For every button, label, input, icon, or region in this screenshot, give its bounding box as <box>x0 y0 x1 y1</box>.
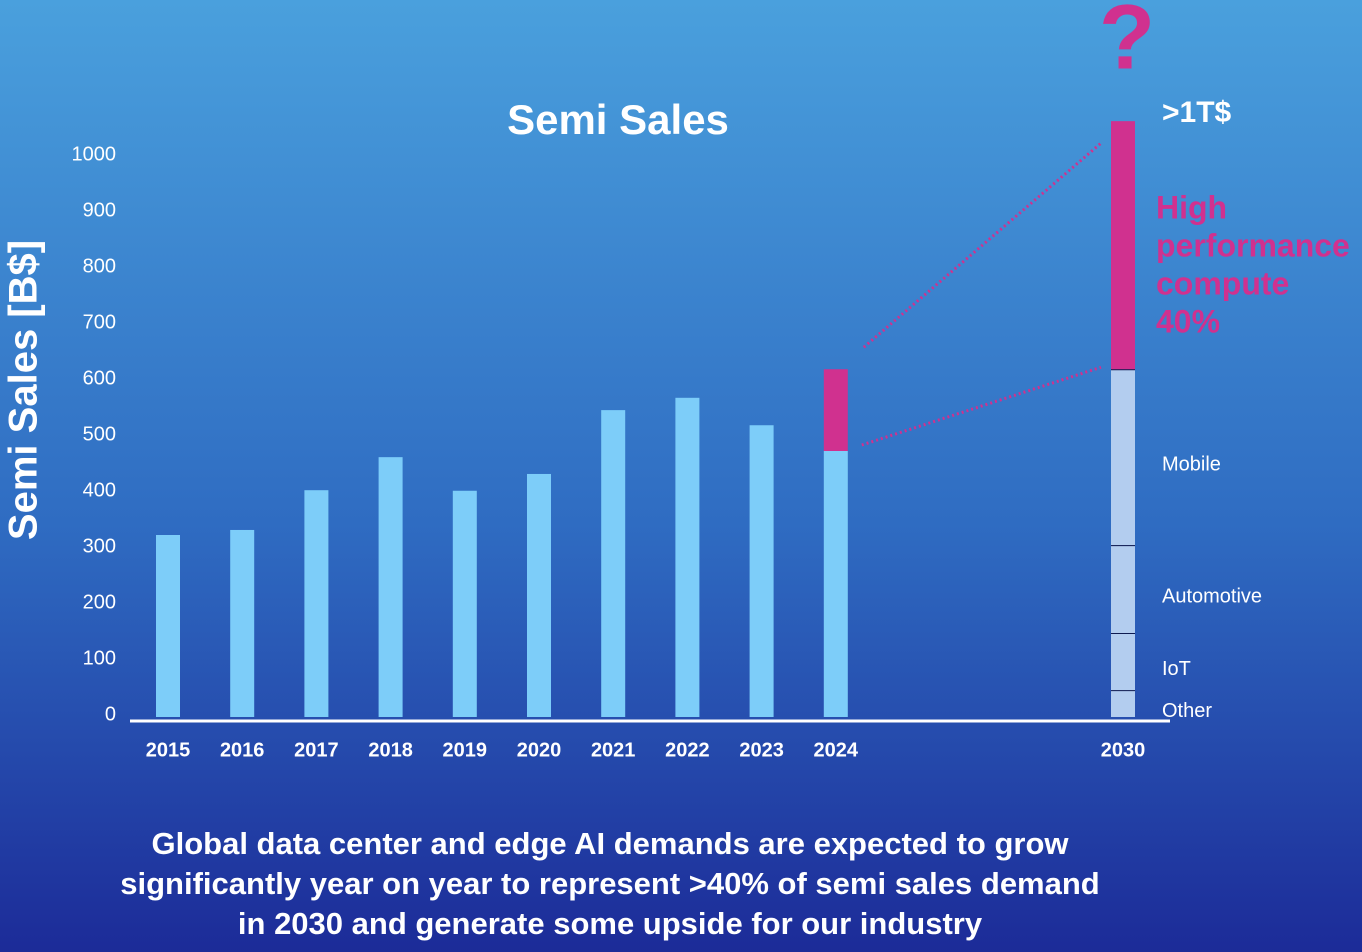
bar <box>304 490 329 717</box>
x-tick-label: 2017 <box>294 739 339 761</box>
y-tick-label: 500 <box>83 423 116 445</box>
x-tick-label: 2015 <box>146 739 191 761</box>
bar <box>675 397 700 717</box>
bar <box>601 410 626 717</box>
y-tick-label: 900 <box>83 199 116 221</box>
segment-bar <box>1111 369 1135 546</box>
highlight-bar <box>1111 121 1135 370</box>
y-tick-label: 1000 <box>72 143 117 165</box>
segment-bar <box>1111 545 1135 633</box>
total-label: >1T$ <box>1162 96 1232 129</box>
x-tick-label: 2030 <box>1101 739 1146 761</box>
hpc-label: 40% <box>1156 303 1220 339</box>
x-tick-label: 2024 <box>814 739 859 761</box>
connector <box>861 365 1102 447</box>
y-tick-label: 0 <box>105 703 116 725</box>
segment-label: Other <box>1162 700 1212 722</box>
bar <box>452 490 477 717</box>
x-tick-label: 2019 <box>443 739 488 761</box>
segment-label: Automotive <box>1162 585 1262 607</box>
x-tick-label: 2020 <box>517 739 562 761</box>
y-tick-label: 200 <box>83 591 116 613</box>
segment-label: Mobile <box>1162 453 1221 475</box>
highlight-bar <box>823 369 848 451</box>
x-tick-label: 2022 <box>665 739 710 761</box>
hpc-label: performance <box>1156 227 1350 263</box>
bar <box>527 473 551 717</box>
y-tick-label: 800 <box>83 255 116 277</box>
chart-title: Semi Sales <box>507 96 729 143</box>
y-tick-label: 400 <box>83 479 116 501</box>
caption: in 2030 and generate some upside for our… <box>238 906 983 941</box>
segment-label: IoT <box>1162 658 1191 680</box>
bar <box>230 529 255 717</box>
y-tick-label: 100 <box>83 647 116 669</box>
segment-bar <box>1111 633 1135 691</box>
hpc-label: compute <box>1156 265 1289 301</box>
connector <box>862 142 1102 349</box>
y-tick-label: 300 <box>83 535 116 557</box>
y-tick-label: 700 <box>83 311 116 333</box>
caption: Global data center and edge AI demands a… <box>151 826 1069 861</box>
bar <box>749 425 774 717</box>
y-tick-label: 600 <box>83 367 116 389</box>
y-axis-label: Semi Sales [B$] <box>2 240 46 540</box>
x-tick-label: 2021 <box>591 739 636 761</box>
segment-bar <box>1111 690 1135 717</box>
hpc-label: High <box>1156 189 1227 225</box>
bar <box>378 457 403 717</box>
bar <box>156 535 180 717</box>
x-tick-label: 2023 <box>739 739 784 761</box>
question-mark: ? <box>1099 0 1155 88</box>
x-tick-label: 2018 <box>368 739 413 761</box>
x-tick-label: 2016 <box>220 739 265 761</box>
caption: significantly year on year to represent … <box>120 866 1099 901</box>
bar <box>823 451 848 717</box>
